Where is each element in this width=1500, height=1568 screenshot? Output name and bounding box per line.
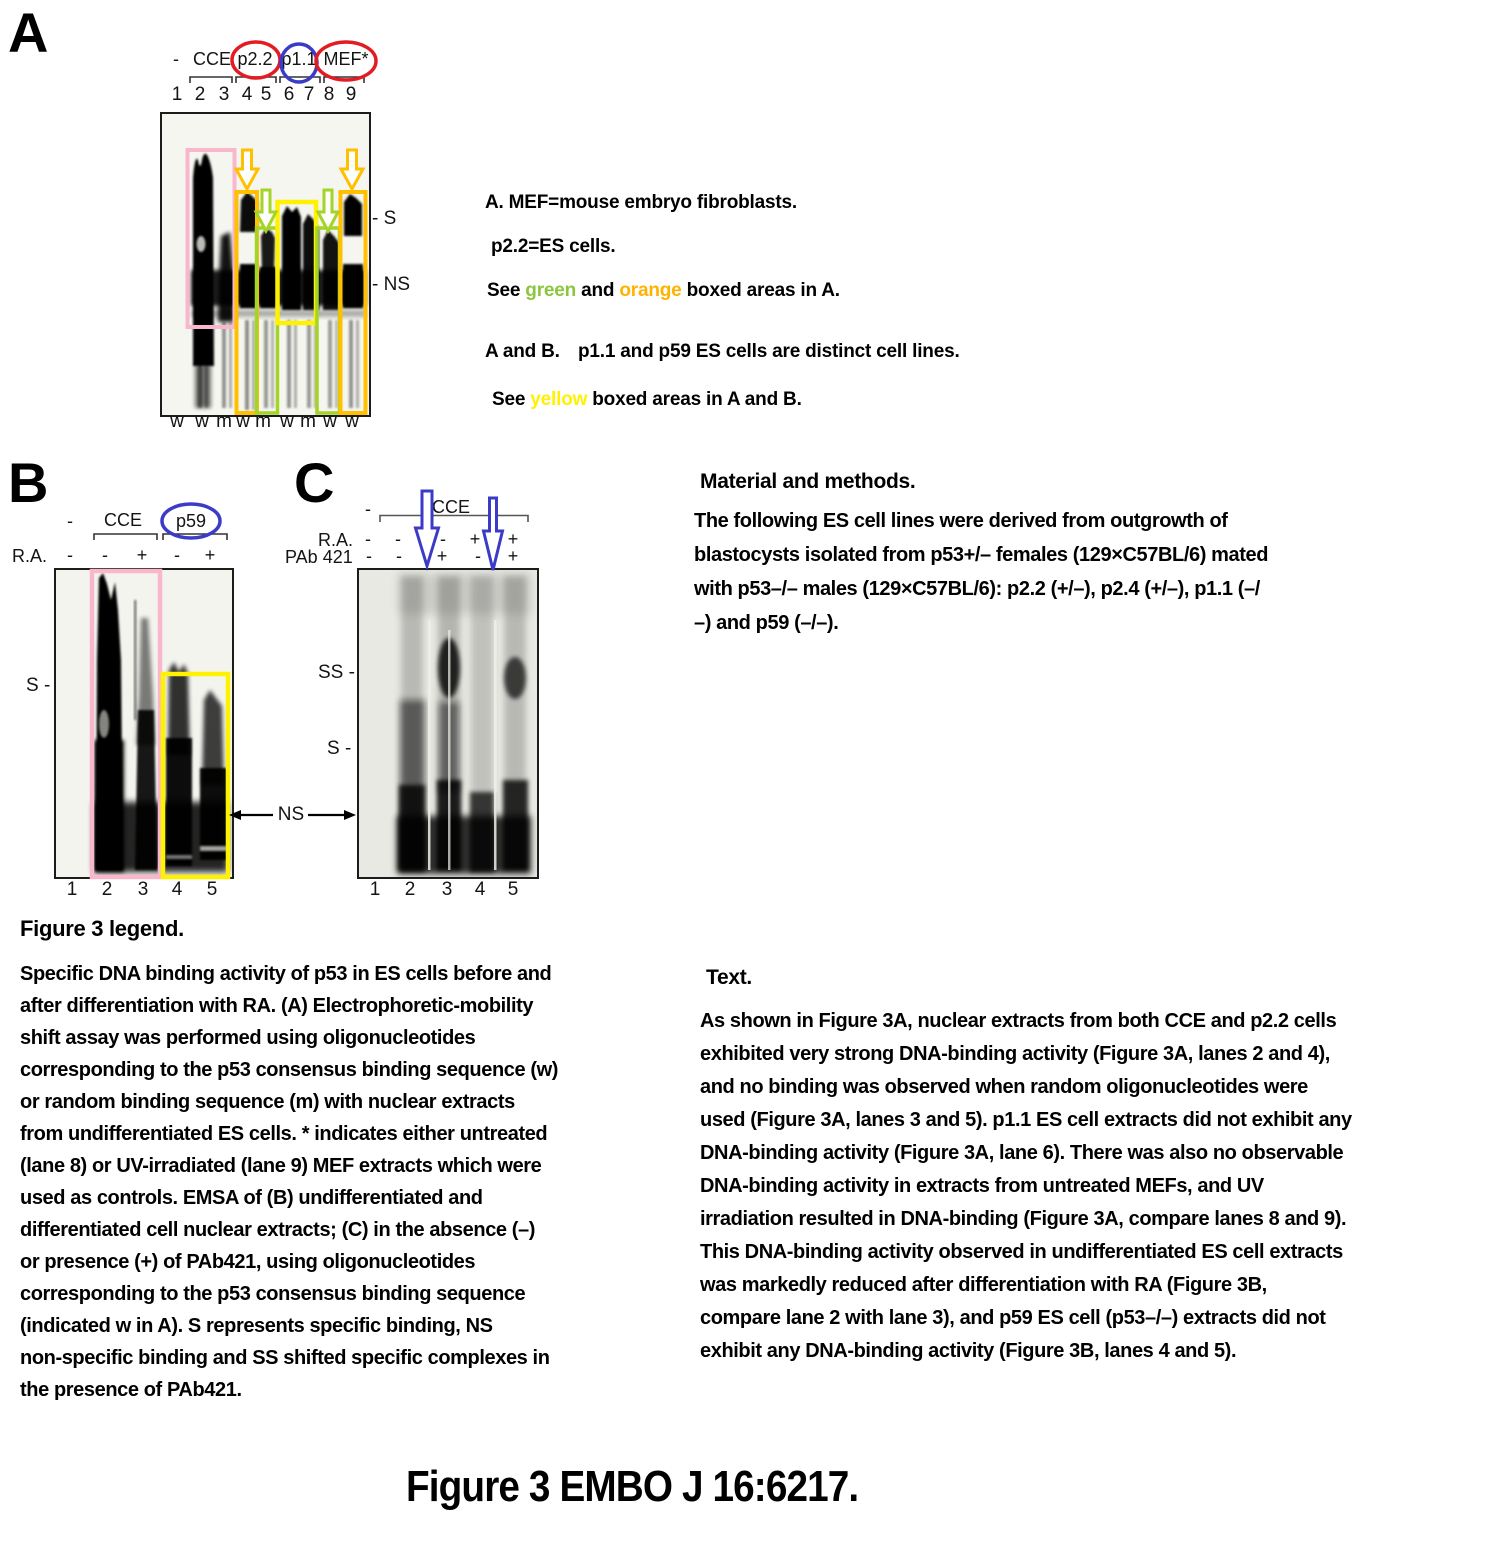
legend-heading: Figure 3 legend. [20, 916, 184, 941]
panel-b-header-blank: - [67, 511, 73, 531]
panel-a-letter: A [8, 1, 48, 64]
panel-c-marker-ss: SS - [318, 662, 355, 683]
panel-c-ra-value: - [440, 529, 446, 549]
panel-a-header-blank: - [173, 49, 179, 69]
panel-b-lane-number: 1 [66, 879, 78, 900]
panel-c-ra-label: R.A. [318, 530, 354, 550]
panel-c-pab421-label: PAb 421 [285, 547, 353, 567]
panel-a-probe-label: w [345, 411, 359, 432]
panel-a-probe-label: w [170, 411, 184, 432]
panel-a-lane-number: 6 [283, 84, 295, 105]
panel-a: A - CCE p2.2 p1.1 MEF* 1 2 3 4 5 6 7 8 9 [0, 0, 480, 450]
panel-b-lane-number: 4 [171, 879, 183, 900]
panel-a-probe-label: m [300, 411, 316, 432]
panel-a-header-p2-2: p2.2 [237, 49, 273, 69]
panel-b-header-p59: p59 [175, 511, 207, 531]
panel-a-probe-label: w [280, 411, 294, 432]
panel-c-lane-number: 5 [507, 879, 519, 900]
panel-a-lane-number: 1 [171, 84, 183, 105]
annotation-line-3-part: boxed areas in A. [681, 280, 840, 301]
green-word: green [525, 280, 577, 301]
panel-c-pab421-value: + [507, 546, 519, 566]
panel-c-lane-number: 2 [404, 879, 416, 900]
panel-b-ra-value: + [136, 545, 148, 565]
panel-c-gel-image [357, 568, 539, 879]
panel-a-probe-label: w [236, 411, 250, 432]
annotation-line-4a: A and B. [485, 341, 560, 362]
panel-a-marker-ns: - NS [372, 274, 410, 295]
panel-a-header-mef: MEF* [323, 49, 369, 69]
panel-a-lane-number: 7 [303, 84, 315, 105]
panel-a-lane-number: 5 [260, 84, 272, 105]
panel-a-header-cce: CCE [192, 49, 232, 69]
panel-c-header-blank: - [365, 499, 371, 519]
panel-b-header-cce: CCE [103, 510, 143, 530]
methods-heading: Material and methods. [700, 470, 916, 493]
panel-b-gel-image [54, 568, 234, 879]
panel-a-probe-label: m [255, 411, 271, 432]
panel-c-header-cce: CCE [431, 497, 471, 517]
panel-a-lane-number: 2 [194, 84, 206, 105]
panel-a-probe-label: m [216, 411, 232, 432]
panel-b-ra-value: - [67, 545, 73, 565]
panel-a-lane-number: 4 [241, 84, 253, 105]
panel-a-marker-s: - S [372, 208, 397, 229]
annotation-line-3-part: and [576, 280, 620, 301]
panel-c-pab421-value: - [366, 546, 372, 566]
panel-c-ra-value: + [469, 529, 481, 549]
panel-c-letter: C [294, 451, 334, 514]
panel-b-ra-value: - [102, 545, 108, 565]
panel-a-lane-number: 3 [218, 84, 230, 105]
blue-down-arrow-lane-5 [481, 496, 505, 571]
annotation-line-3-part: See [487, 280, 526, 301]
legend-body: Specific DNA binding activity of p53 in … [20, 963, 559, 1401]
panel-c-lane-number: 4 [474, 879, 486, 900]
panel-b-ra-value: + [204, 545, 216, 565]
methods-body: The following ES cell lines were derived… [694, 510, 1269, 634]
annotation-line-5: See yellow boxed areas in A and B. [492, 389, 802, 411]
yellow-word: yellow [530, 389, 588, 410]
figure-caption: Figure 3 EMBO J 16:6217. [406, 1462, 859, 1511]
text-section-heading: Text. [706, 966, 752, 989]
panel-b-letter: B [8, 451, 48, 514]
panel-b-marker-s: S - [26, 675, 51, 696]
panel-b-ra-value: - [174, 545, 180, 565]
panel-b-lane-number: 5 [206, 879, 218, 900]
panel-a-gel-image [160, 112, 371, 417]
panel-a-lane-number: 9 [345, 84, 357, 105]
panel-c-marker-s: S - [327, 738, 352, 759]
text-section-body: As shown in Figure 3A, nuclear extracts … [700, 1010, 1352, 1362]
annotation-line-5-part: See [492, 389, 531, 410]
panel-a-probe-label: w [195, 411, 209, 432]
annotation-line-1: A. MEF=mouse embryo fibroblasts. [485, 192, 797, 213]
panel-a-header-p1-1: p1.1 [281, 49, 317, 69]
panel-b-ra-label: R.A. [12, 546, 48, 566]
panel-a-lane-number: 8 [323, 84, 335, 105]
panel-c-pab421-value: + [436, 546, 448, 566]
panel-b-lane-number: 3 [137, 879, 149, 900]
annotation-line-5-part: boxed areas in A and B. [587, 389, 802, 410]
panel-c-ra-value: + [507, 529, 519, 549]
annotation-line-3: See green and orange boxed areas in A. [487, 280, 840, 302]
panel-c-lane-number: 3 [441, 879, 453, 900]
header-brackets [93, 533, 228, 540]
panel-b-lane-number: 2 [101, 879, 113, 900]
annotation-line-4b: p1.1 and p59 ES cells are distinct cell … [578, 341, 960, 362]
annotation-line-2: p2.2=ES cells. [491, 236, 616, 257]
panel-c-pab421-value: - [396, 546, 402, 566]
panel-a-probe-label: w [323, 411, 337, 432]
panel-c-lane-number: 1 [369, 879, 381, 900]
panel-c-ra-value: - [395, 529, 401, 549]
panel-c: C - CCE R.A. - - - + + PAb 421 - - + - + [280, 450, 620, 920]
ns-between-label: NS [277, 804, 305, 825]
panel-c-ra-value: - [365, 529, 371, 549]
panel-b: B - CCE p59 R.A. - - + - + [0, 450, 320, 920]
header-brackets [189, 76, 365, 83]
panel-c-pab421-value: - [475, 546, 481, 566]
orange-word: orange [619, 280, 682, 301]
